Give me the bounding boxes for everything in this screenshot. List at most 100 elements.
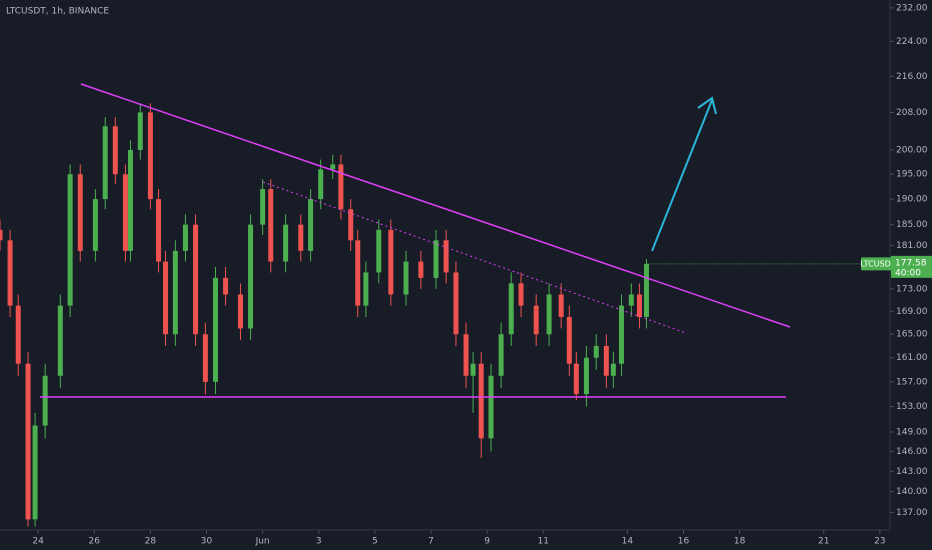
candle-body [636, 294, 642, 317]
candle-body [32, 425, 38, 520]
candle-body [403, 261, 409, 295]
candle-body [92, 199, 98, 251]
trend-line [80, 83, 791, 328]
y-tick-label: 153.00 [896, 402, 928, 412]
candle-body [248, 224, 254, 329]
candle-body [363, 272, 369, 306]
x-tick-label: 24 [32, 537, 44, 547]
symbol-badge [861, 257, 895, 271]
candle-body [508, 283, 514, 335]
y-tick-label: 208.00 [896, 108, 928, 118]
candle-body [488, 375, 494, 439]
candle-body [57, 305, 63, 376]
candle-body [643, 263, 649, 317]
candle-body [260, 189, 266, 225]
candle-body [67, 174, 73, 306]
price-badge-label: 177.58 [895, 258, 927, 268]
candle-body [102, 126, 108, 200]
candle-body [137, 112, 143, 150]
candle-body [237, 294, 243, 329]
candle-body [318, 169, 324, 200]
x-tick-label: 23 [874, 537, 885, 547]
candle-body [212, 277, 218, 382]
x-tick-label: 18 [734, 537, 746, 547]
candle-body [533, 305, 539, 335]
candle-body [418, 261, 424, 278]
candle-body [610, 363, 616, 376]
price-badge [891, 255, 932, 278]
axes: 232.00 224.00 216.00 208.00 200.00 195.00 190.… [32, 3, 932, 547]
candle-body [147, 112, 153, 200]
candle-body [603, 345, 609, 376]
countdown-label: 40:00 [895, 268, 921, 278]
candle-body [628, 294, 634, 306]
y-tick-label: 232.00 [896, 3, 928, 13]
x-tick-label: 26 [89, 537, 101, 547]
symbol-badge-label: LTCUSDT [860, 259, 895, 268]
candle-body [7, 240, 13, 306]
candle-body [172, 250, 178, 335]
candle-body [546, 294, 552, 335]
y-tick-label: 146.00 [896, 447, 928, 457]
candle-body [376, 229, 382, 273]
candle-body [463, 334, 469, 376]
candle-body [182, 224, 188, 251]
candle-body [348, 209, 354, 241]
y-tick-label: 140.00 [896, 487, 928, 497]
candle-body [618, 305, 624, 364]
y-tick-label: 161.00 [896, 353, 928, 363]
candle-body [478, 363, 484, 439]
candle-body [433, 240, 439, 278]
candle-body [283, 224, 289, 262]
candle-body [443, 240, 449, 273]
candle-body [355, 240, 361, 306]
candle-body [268, 189, 274, 262]
candle-body [518, 283, 524, 306]
x-tick-label: 5 [372, 537, 378, 547]
drawings [40, 83, 791, 398]
x-tick-label: 30 [201, 537, 213, 547]
candle-body [202, 334, 208, 382]
candle-body [453, 272, 459, 335]
candle-body [163, 261, 169, 335]
y-tick-label: 169.00 [896, 307, 928, 317]
candle-body [193, 224, 199, 335]
y-tick-label: 190.00 [896, 195, 928, 205]
candle-body [127, 149, 133, 251]
candle-body [566, 316, 572, 364]
y-tick-label: 216.00 [896, 72, 928, 82]
plot-area [0, 103, 649, 527]
x-tick-label: 14 [622, 537, 634, 547]
y-tick-label: 137.00 [896, 508, 928, 518]
candle-body [122, 174, 128, 251]
candle-body [77, 174, 83, 251]
candle-body [25, 363, 31, 520]
x-tick-label: 9 [484, 537, 490, 547]
x-tick-label: 21 [818, 537, 829, 547]
candle-body [112, 126, 118, 175]
candle-body [308, 199, 314, 251]
candle-body [42, 375, 48, 426]
candle-body [573, 363, 579, 395]
candle-body [388, 229, 394, 295]
candle-body [0, 229, 3, 241]
x-tick-label: 11 [537, 537, 548, 547]
y-tick-label: 149.00 [896, 427, 928, 437]
chart-title: LTCUSDT, 1h, BINANCE [6, 7, 109, 17]
y-tick-label: 185.00 [896, 220, 928, 230]
y-tick-label: 181.00 [896, 241, 928, 251]
y-tick-label: 173.00 [896, 284, 928, 294]
x-tick-label: 7 [428, 537, 434, 547]
x-tick-label: 28 [145, 537, 157, 547]
candle-body [558, 294, 564, 317]
arrow-shaft [651, 99, 713, 252]
candle-body [15, 305, 21, 364]
y-tick-label: 143.00 [896, 467, 928, 477]
candle-body [223, 277, 229, 295]
candle-body [156, 199, 162, 262]
arrow-head [697, 96, 717, 115]
candle-body [298, 224, 304, 251]
candle-body [338, 164, 344, 210]
